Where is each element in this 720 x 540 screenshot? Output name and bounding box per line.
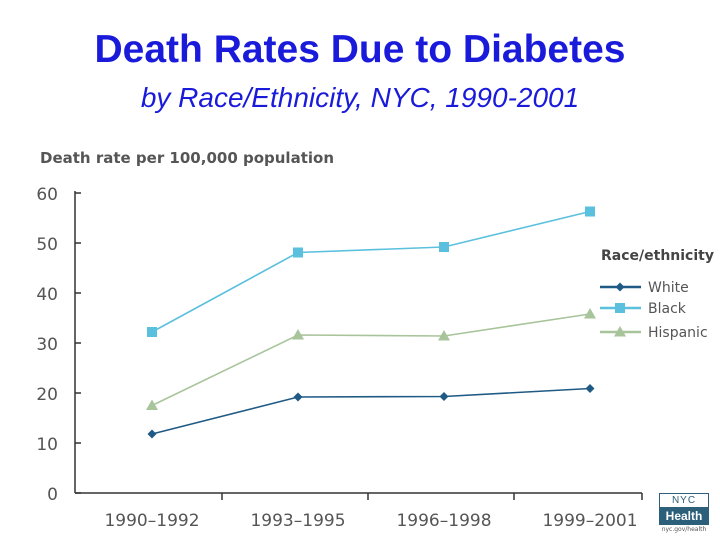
x-tick-label: 1999–2001: [542, 511, 637, 531]
slide-title: Death Rates Due to Diabetes: [94, 28, 626, 71]
y-tick-label: 60: [36, 185, 58, 205]
legend-swatch-marker: [615, 282, 625, 292]
data-point-black: [147, 327, 157, 337]
y-tick-label: 50: [36, 235, 58, 255]
nyc-health-logo: NYC Health nyc.gov/health: [659, 493, 709, 535]
y-tick-label: 20: [36, 385, 58, 405]
legend-label-white: White: [648, 280, 689, 296]
series-line-white: [151, 387, 591, 435]
legend-title: Race/ethnicity: [601, 248, 714, 264]
legend-swatch-marker: [614, 326, 626, 337]
y-tick-label: 30: [36, 335, 58, 355]
data-point-black: [293, 247, 303, 258]
slide-subtitle: by Race/Ethnicity, NYC, 1990-2001: [140, 82, 580, 113]
y-tick-label: 0: [47, 485, 58, 505]
y-tick-label: 10: [36, 435, 58, 455]
x-tick-label: 1996–1998: [396, 511, 491, 531]
y-tick-label: 40: [36, 285, 58, 305]
x-tick-label: 1990–1992: [104, 511, 199, 531]
data-point-white: [147, 429, 157, 439]
data-point-hispanic: [584, 308, 596, 319]
data-point-hispanic: [146, 399, 158, 410]
logo-bottom-text: Health: [659, 507, 709, 525]
data-point-black: [585, 206, 595, 217]
legend-label-hispanic: Hispanic: [648, 325, 708, 341]
logo-url-text: nyc.gov/health: [661, 526, 707, 533]
y-axis-label: Death rate per 100,000 population: [40, 149, 334, 167]
legend-swatch-marker: [615, 303, 625, 313]
series-line-black: [151, 210, 591, 333]
data-point-white: [293, 392, 303, 402]
legend-label-black: Black: [648, 301, 687, 317]
logo-top-text: NYC: [659, 493, 709, 507]
data-point-white: [585, 384, 595, 393]
data-point-white: [439, 392, 449, 401]
x-tick-label: 1993–1995: [250, 511, 345, 531]
data-point-hispanic: [438, 330, 450, 341]
data-point-hispanic: [292, 329, 304, 340]
data-point-black: [439, 242, 449, 252]
series-line-hispanic: [151, 313, 591, 407]
